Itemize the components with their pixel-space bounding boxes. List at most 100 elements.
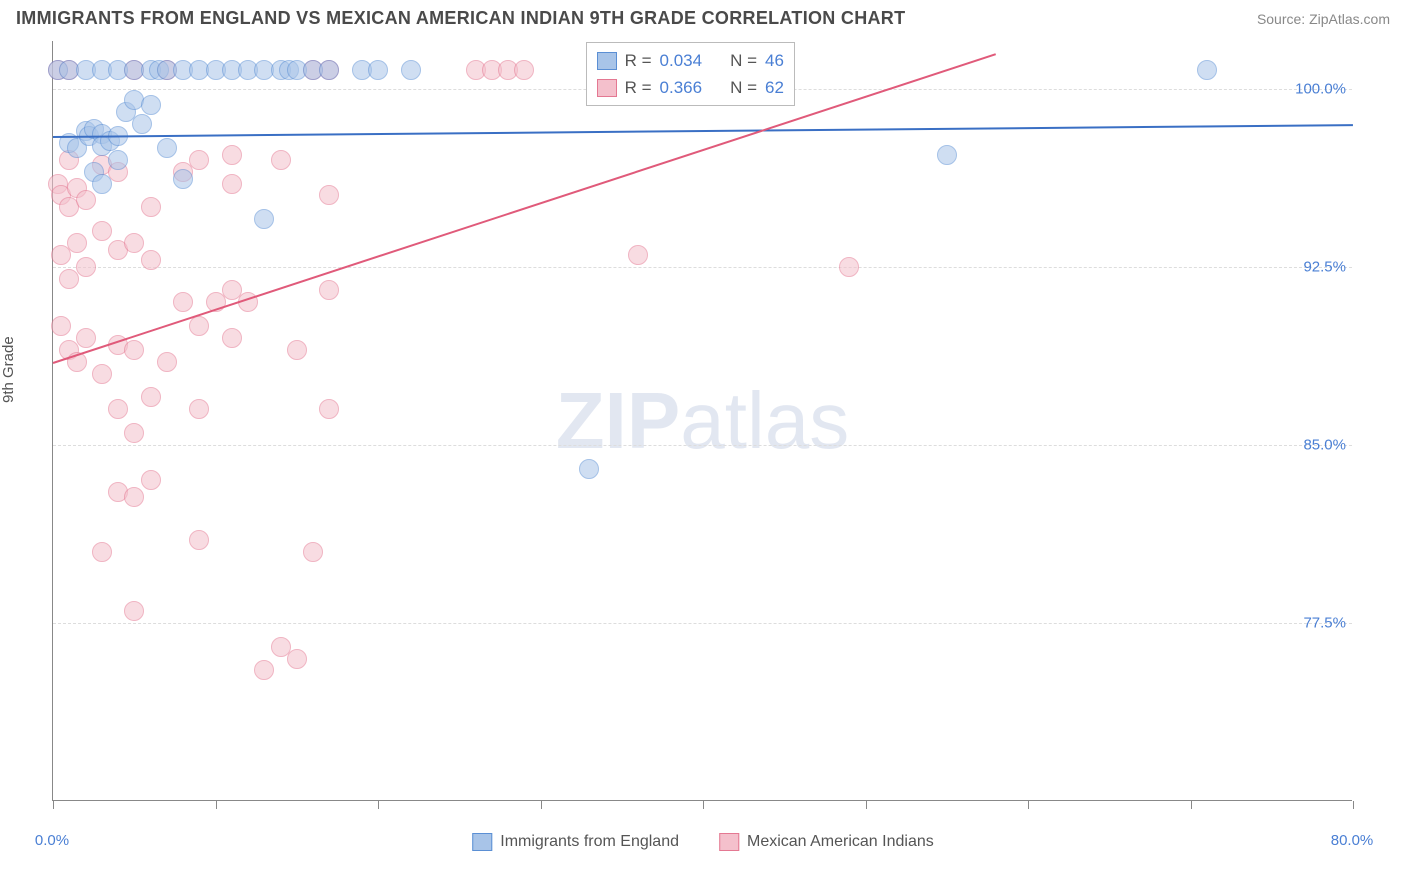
n-value: 46 xyxy=(765,47,784,74)
watermark: ZIPatlas xyxy=(556,375,849,467)
scatter-point-england xyxy=(368,60,388,80)
scatter-point-england xyxy=(937,145,957,165)
legend-swatch xyxy=(719,833,739,851)
x-legend: Immigrants from England Mexican American … xyxy=(472,833,934,851)
scatter-point-mexican xyxy=(92,542,112,562)
scatter-point-mexican xyxy=(319,185,339,205)
x-tick-mark xyxy=(53,801,54,809)
legend-item: Mexican American Indians xyxy=(719,833,934,851)
scatter-point-england xyxy=(1197,60,1217,80)
chart-header: IMMIGRANTS FROM ENGLAND VS MEXICAN AMERI… xyxy=(8,8,1398,33)
scatter-point-mexican xyxy=(303,542,323,562)
scatter-point-mexican xyxy=(173,292,193,312)
watermark-light: atlas xyxy=(680,376,849,465)
gridline-h xyxy=(53,267,1352,268)
scatter-point-mexican xyxy=(92,364,112,384)
scatter-point-mexican xyxy=(222,328,242,348)
scatter-point-mexican xyxy=(67,233,87,253)
y-tick-label: 85.0% xyxy=(1303,436,1346,453)
chart-title: IMMIGRANTS FROM ENGLAND VS MEXICAN AMERI… xyxy=(16,8,905,29)
chart-container: 9th Grade ZIPatlas 77.5%85.0%92.5%100.0%… xyxy=(8,33,1398,853)
trend-line-england xyxy=(53,124,1353,138)
scatter-point-mexican xyxy=(189,399,209,419)
y-axis-label: 9th Grade xyxy=(0,336,17,403)
scatter-point-mexican xyxy=(124,601,144,621)
scatter-point-england xyxy=(319,60,339,80)
scatter-point-england xyxy=(579,459,599,479)
scatter-point-england xyxy=(92,174,112,194)
scatter-point-mexican xyxy=(254,660,274,680)
legend-swatch xyxy=(597,79,617,97)
scatter-point-mexican xyxy=(628,245,648,265)
scatter-point-mexican xyxy=(189,150,209,170)
scatter-point-mexican xyxy=(76,190,96,210)
scatter-point-mexican xyxy=(319,280,339,300)
n-label: N = xyxy=(730,74,757,101)
scatter-point-mexican xyxy=(222,174,242,194)
stats-row: R = 0.034 N = 46 xyxy=(597,47,784,74)
scatter-point-england xyxy=(157,138,177,158)
r-value: 0.366 xyxy=(660,74,703,101)
chart-source: Source: ZipAtlas.com xyxy=(1257,11,1390,27)
scatter-point-mexican xyxy=(287,340,307,360)
x-tick-label: 80.0% xyxy=(1331,832,1374,849)
r-label: R = xyxy=(625,47,652,74)
y-tick-label: 100.0% xyxy=(1295,80,1346,97)
legend-label: Mexican American Indians xyxy=(747,833,934,851)
scatter-point-mexican xyxy=(141,387,161,407)
r-label: R = xyxy=(625,74,652,101)
scatter-point-england xyxy=(254,209,274,229)
scatter-point-mexican xyxy=(839,257,859,277)
legend-label: Immigrants from England xyxy=(500,833,679,851)
scatter-point-mexican xyxy=(287,649,307,669)
r-value: 0.034 xyxy=(660,47,703,74)
scatter-point-england xyxy=(108,150,128,170)
scatter-point-mexican xyxy=(189,530,209,550)
scatter-point-mexican xyxy=(124,423,144,443)
n-value: 62 xyxy=(765,74,784,101)
x-tick-mark xyxy=(703,801,704,809)
scatter-point-mexican xyxy=(124,233,144,253)
scatter-point-mexican xyxy=(76,257,96,277)
watermark-bold: ZIP xyxy=(556,376,680,465)
legend-swatch xyxy=(597,52,617,70)
scatter-point-mexican xyxy=(514,60,534,80)
stats-row: R = 0.366 N = 62 xyxy=(597,74,784,101)
scatter-point-mexican xyxy=(189,316,209,336)
scatter-point-england xyxy=(132,114,152,134)
x-tick-label: 0.0% xyxy=(35,832,69,849)
scatter-point-mexican xyxy=(92,221,112,241)
scatter-point-england xyxy=(173,169,193,189)
n-label: N = xyxy=(730,47,757,74)
legend-swatch xyxy=(472,833,492,851)
scatter-point-mexican xyxy=(319,399,339,419)
gridline-h xyxy=(53,445,1352,446)
scatter-point-mexican xyxy=(222,145,242,165)
plot-area: ZIPatlas 77.5% 85.0% 92.5% 100.0% R = 0.034 N … xyxy=(52,41,1352,801)
scatter-point-mexican xyxy=(108,399,128,419)
y-tick-label: 92.5% xyxy=(1303,258,1346,275)
x-tick-mark xyxy=(378,801,379,809)
trend-line-mexican xyxy=(53,53,996,364)
scatter-point-england xyxy=(401,60,421,80)
y-tick-label: 77.5% xyxy=(1303,614,1346,631)
scatter-point-mexican xyxy=(141,250,161,270)
scatter-point-mexican xyxy=(141,470,161,490)
scatter-point-mexican xyxy=(157,352,177,372)
gridline-h xyxy=(53,623,1352,624)
x-tick-mark xyxy=(1191,801,1192,809)
scatter-point-mexican xyxy=(76,328,96,348)
scatter-point-mexican xyxy=(124,340,144,360)
x-tick-mark xyxy=(1028,801,1029,809)
stats-legend: R = 0.034 N = 46 R = 0.366 N = 62 xyxy=(586,42,795,106)
x-tick-mark xyxy=(1353,801,1354,809)
scatter-point-mexican xyxy=(271,150,291,170)
scatter-point-mexican xyxy=(51,316,71,336)
scatter-point-england xyxy=(141,95,161,115)
scatter-point-mexican xyxy=(141,197,161,217)
x-tick-mark xyxy=(866,801,867,809)
x-tick-mark xyxy=(541,801,542,809)
legend-item: Immigrants from England xyxy=(472,833,679,851)
x-tick-mark xyxy=(216,801,217,809)
scatter-point-mexican xyxy=(124,487,144,507)
